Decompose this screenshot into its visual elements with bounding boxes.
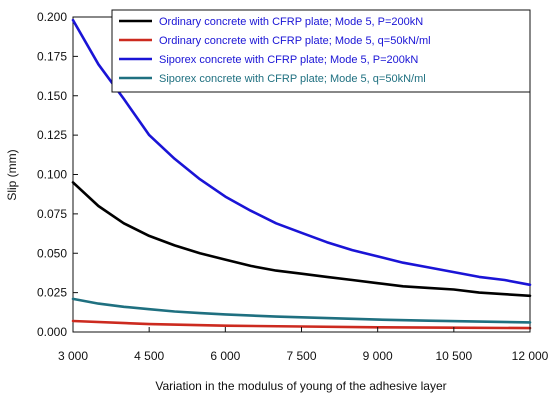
y-tick-label: 0.100: [37, 168, 67, 182]
legend-box: [111, 9, 531, 93]
legend: Ordinary concrete with CFRP plate; Mode …: [111, 9, 531, 93]
x-tick-label: 9 000: [363, 349, 393, 363]
y-tick-label: 0.050: [37, 246, 67, 260]
series-line-1: [71, 181, 532, 298]
x-axis-title: Variation in the modulus of young of the…: [155, 379, 446, 393]
y-tick-label: 0.175: [37, 49, 67, 63]
y-tick-label: 0.150: [37, 89, 67, 103]
x-tick-label: 10 500: [435, 349, 472, 363]
legend-label: Siporex concrete with CFRP plate; Mode 5…: [159, 54, 418, 66]
x-tick-label: 7 500: [286, 349, 316, 363]
legend-label: Ordinary concrete with CFRP plate; Mode …: [159, 35, 431, 47]
series-line-4: [71, 297, 532, 324]
y-tick-label: 0.200: [37, 10, 67, 24]
x-tick-label: 12 000: [512, 349, 549, 363]
legend-label: Siporex concrete with CFRP plate; Mode 5…: [159, 73, 426, 85]
x-tick-label: 6 000: [210, 349, 240, 363]
y-axis-ticks: 0.000 0.025 0.050 0.075 0.100 0.125 0.150 0.175…: [37, 10, 78, 339]
x-axis-ticks: 3 000 4 500 6 000 7 500 9 000 10 500 12 000: [58, 327, 549, 363]
y-axis-title: Slip (mm): [5, 149, 19, 200]
y-tick-label: 0.125: [37, 128, 67, 142]
legend-label: Ordinary concrete with CFRP plate; Mode …: [159, 16, 423, 28]
y-tick-label: 0.075: [37, 207, 67, 221]
x-tick-label: 3 000: [58, 349, 88, 363]
y-tick-label: 0.000: [37, 325, 67, 339]
x-tick-label: 4 500: [134, 349, 164, 363]
y-tick-label: 0.025: [37, 286, 67, 300]
series-line-3: [71, 18, 532, 287]
